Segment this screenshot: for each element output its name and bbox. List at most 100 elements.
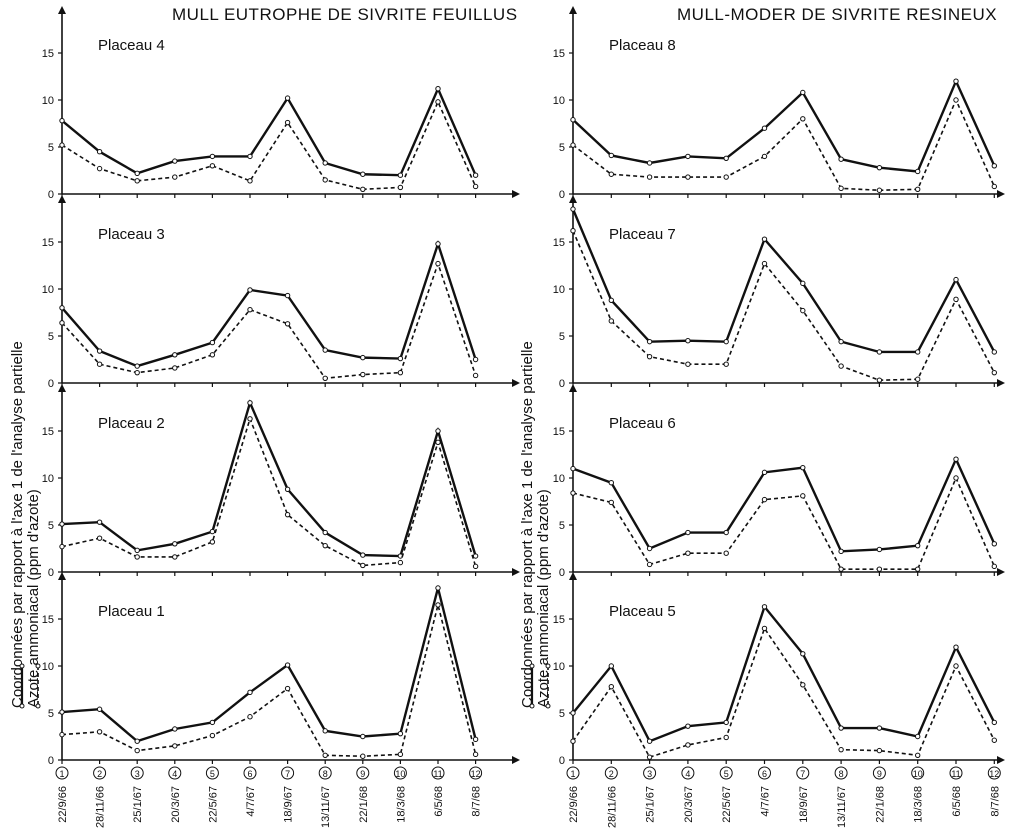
- data-point: [723, 361, 729, 367]
- data-point: [723, 719, 729, 726]
- x-number-circle: [719, 766, 733, 780]
- y-tick-label: 5: [48, 520, 54, 532]
- y-axis-arrow: [569, 384, 577, 392]
- data-point: [915, 752, 921, 758]
- data-point: [322, 728, 328, 734]
- data-point: [172, 352, 178, 358]
- data-point: [247, 178, 253, 184]
- data-point: [800, 493, 806, 499]
- x-axis-arrow: [512, 756, 520, 764]
- data-point: [96, 706, 103, 712]
- y-tick-label: 0: [559, 189, 565, 201]
- data-point: [915, 186, 921, 193]
- data-point: [247, 287, 253, 293]
- x-number-circle: [55, 766, 69, 780]
- x-axis-arrow: [997, 568, 1005, 576]
- data-point: [876, 747, 883, 754]
- series-line-dashed: [61, 416, 477, 567]
- legend-dashed-point: [35, 663, 41, 669]
- x-number-label: 6: [762, 769, 767, 779]
- data-point: [953, 663, 959, 669]
- series-line-dashed: [572, 475, 996, 570]
- data-point: [435, 241, 441, 247]
- data-point: [838, 725, 844, 731]
- x-date-label: 13/11/67: [320, 786, 332, 828]
- data-point: [172, 365, 178, 371]
- y-axis-arrow: [569, 572, 577, 580]
- data-point: [953, 97, 959, 103]
- data-point: [134, 747, 140, 754]
- data-point: [360, 171, 366, 177]
- legend-dashed-point: [545, 663, 551, 669]
- x-date-label: 4/7/67: [760, 786, 772, 817]
- x-number-circle: [130, 766, 144, 780]
- data-point: [59, 543, 65, 550]
- data-point: [247, 689, 253, 696]
- chart-title: Placeau 1: [98, 603, 165, 620]
- x-number-circle: [604, 766, 618, 780]
- x-date-label: 6/5/68: [433, 786, 445, 817]
- data-point: [172, 158, 178, 164]
- x-number-circle: [643, 766, 657, 780]
- data-point: [800, 116, 806, 122]
- data-point: [723, 550, 729, 556]
- data-point: [991, 349, 997, 355]
- x-number-circle: [168, 766, 182, 780]
- x-date-label: 18/3/68: [395, 786, 407, 823]
- data-point: [472, 183, 479, 190]
- data-point: [397, 559, 404, 566]
- x-number-circle: [987, 766, 1001, 780]
- x-number-label: 7: [285, 769, 290, 779]
- x-axis-arrow: [997, 190, 1005, 198]
- data-point: [876, 725, 883, 731]
- data-point: [435, 602, 441, 608]
- y-tick-label: 5: [559, 708, 565, 720]
- x-number-label: 3: [647, 769, 652, 779]
- data-point: [360, 552, 366, 558]
- y-axis-arrow: [58, 6, 66, 14]
- y-tick-label: 0: [559, 567, 565, 579]
- x-number-circle: [758, 766, 771, 780]
- y-tick-label: 5: [48, 142, 54, 154]
- data-point: [685, 550, 691, 556]
- data-point: [397, 751, 404, 758]
- data-point: [646, 338, 653, 345]
- data-point: [991, 163, 997, 169]
- data-point: [570, 490, 576, 496]
- data-point: [435, 428, 441, 434]
- y-tick-label: 10: [42, 473, 54, 485]
- series-line-solid: [572, 456, 996, 553]
- legend-solid-point: [19, 663, 25, 669]
- data-point: [209, 352, 216, 358]
- x-number-circle: [318, 766, 332, 780]
- data-point: [991, 369, 997, 376]
- series-line-solid: [61, 399, 477, 558]
- chart-placeau-1: 0 5 10 15 Placeau 1: [42, 572, 520, 767]
- x-axis-arrow: [512, 190, 520, 198]
- y-axis-arrow: [58, 384, 66, 392]
- data-point: [435, 585, 441, 591]
- data-point: [723, 155, 729, 161]
- data-point: [284, 662, 291, 668]
- data-point: [608, 171, 614, 177]
- data-point: [953, 78, 959, 84]
- right-column-title: MULL-MODER DE SIVRITE RESINEUX: [677, 5, 998, 24]
- x-date-label: 22/1/68: [358, 786, 370, 823]
- data-point: [761, 125, 768, 131]
- data-point: [96, 165, 103, 172]
- data-point: [322, 347, 328, 353]
- y-axis-arrow: [58, 195, 66, 203]
- x-number-label: 9: [877, 769, 882, 779]
- data-point: [800, 682, 806, 688]
- chart-placeau-3: 0 5 10 15 Placeau 3: [42, 195, 520, 390]
- x-date-label: 22/9/66: [57, 786, 69, 823]
- chart-title: Placeau 3: [98, 226, 165, 243]
- data-point: [360, 371, 366, 378]
- y-tick-label: 0: [48, 378, 54, 390]
- data-point: [570, 465, 576, 472]
- data-point: [96, 729, 103, 735]
- x-number-circle: [834, 766, 848, 780]
- data-point: [608, 152, 614, 159]
- data-point: [761, 153, 768, 160]
